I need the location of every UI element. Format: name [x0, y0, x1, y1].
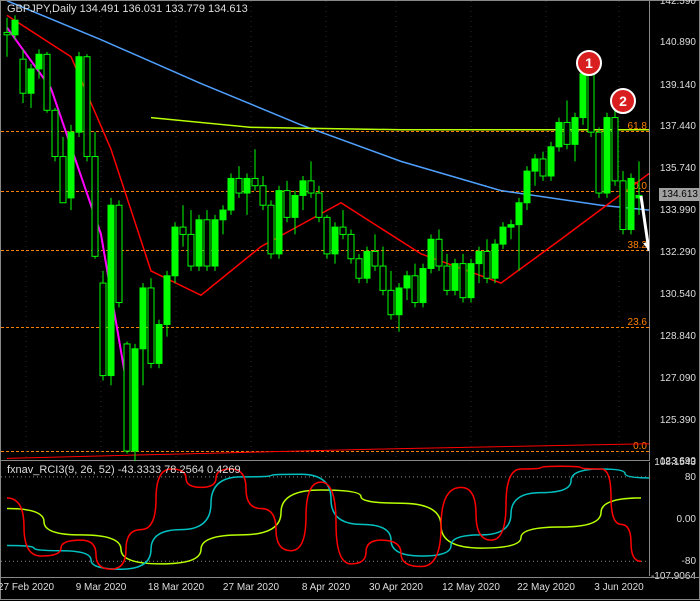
price-svg: [1, 1, 649, 461]
x-tick-label: 8 Apr 2020: [302, 582, 350, 593]
trading-chart-container: GBPJPY,Daily 134.491 136.031 133.779 134…: [0, 0, 700, 600]
y-tick-label: 140.890: [660, 37, 696, 48]
x-tick-label: 3 Jun 2020: [594, 582, 644, 593]
current-price-box: 134.613: [659, 188, 700, 201]
y-tick-label: 139.140: [660, 80, 696, 91]
y-tick-label: 132.290: [660, 247, 696, 258]
indicator-y-tick: 108.1543: [654, 457, 696, 468]
numbered-badge: 2: [610, 88, 636, 114]
x-tick-label: 30 Apr 2020: [369, 582, 423, 593]
main-price-chart[interactable]: GBPJPY,Daily 134.491 136.031 133.779 134…: [1, 1, 649, 461]
indicator-y-tick: 80: [685, 472, 696, 483]
y-tick-label: 130.540: [660, 289, 696, 300]
x-tick-label: 27 Mar 2020: [223, 582, 279, 593]
x-tick-label: 27 Feb 2020: [0, 582, 54, 593]
y-tick-label: 125.390: [660, 415, 696, 426]
x-tick-label: 22 May 2020: [517, 582, 575, 593]
symbol-name: GBPJPY,Daily: [7, 3, 77, 15]
x-tick-label: 18 Mar 2020: [148, 582, 204, 593]
indicator-svg: [1, 462, 649, 576]
indicator-y-tick: 0.00: [677, 514, 696, 525]
y-tick-label: 142.590: [660, 0, 696, 7]
x-axis: 27 Feb 2020 9 Mar 2020 18 Mar 2020 27 Mar 2…: [1, 577, 700, 601]
y-tick-label: 128.840: [660, 331, 696, 342]
x-tick-label: 9 Mar 2020: [76, 582, 127, 593]
symbol-header: GBPJPY,Daily 134.491 136.031 133.779 134…: [7, 3, 248, 15]
y-tick-label: 133.990: [660, 205, 696, 216]
indicator-y-tick: -80: [682, 556, 696, 567]
indicator-name: fxnav_RCI3(9, 26, 52): [7, 464, 115, 476]
y-axis-indicator: 108.1543800.00-80-107.9064: [649, 462, 700, 576]
y-axis-main: 142.590 140.890 139.140 137.440 135.740 133.9…: [649, 1, 700, 461]
ohlc-values: 134.491 136.031 133.779 134.613: [80, 3, 248, 15]
y-tick-label: 135.740: [660, 163, 696, 174]
indicator-chart[interactable]: fxnav_RCI3(9, 26, 52) -43.3333 78.2564 0…: [1, 462, 649, 576]
x-tick-label: 12 May 2020: [442, 582, 500, 593]
indicator-header: fxnav_RCI3(9, 26, 52) -43.3333 78.2564 0…: [7, 464, 241, 476]
numbered-badge: 1: [576, 50, 602, 76]
y-tick-label: 137.440: [660, 121, 696, 132]
y-tick-label: 127.090: [660, 373, 696, 384]
indicator-values: -43.3333 78.2564 0.4269: [118, 464, 241, 476]
